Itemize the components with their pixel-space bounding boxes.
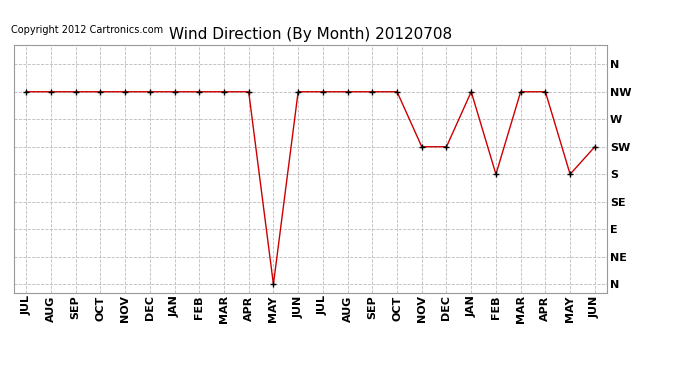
Text: Direction: Direction <box>616 35 671 45</box>
Title: Wind Direction (By Month) 20120708: Wind Direction (By Month) 20120708 <box>169 27 452 42</box>
Text: Copyright 2012 Cartronics.com: Copyright 2012 Cartronics.com <box>11 25 163 35</box>
